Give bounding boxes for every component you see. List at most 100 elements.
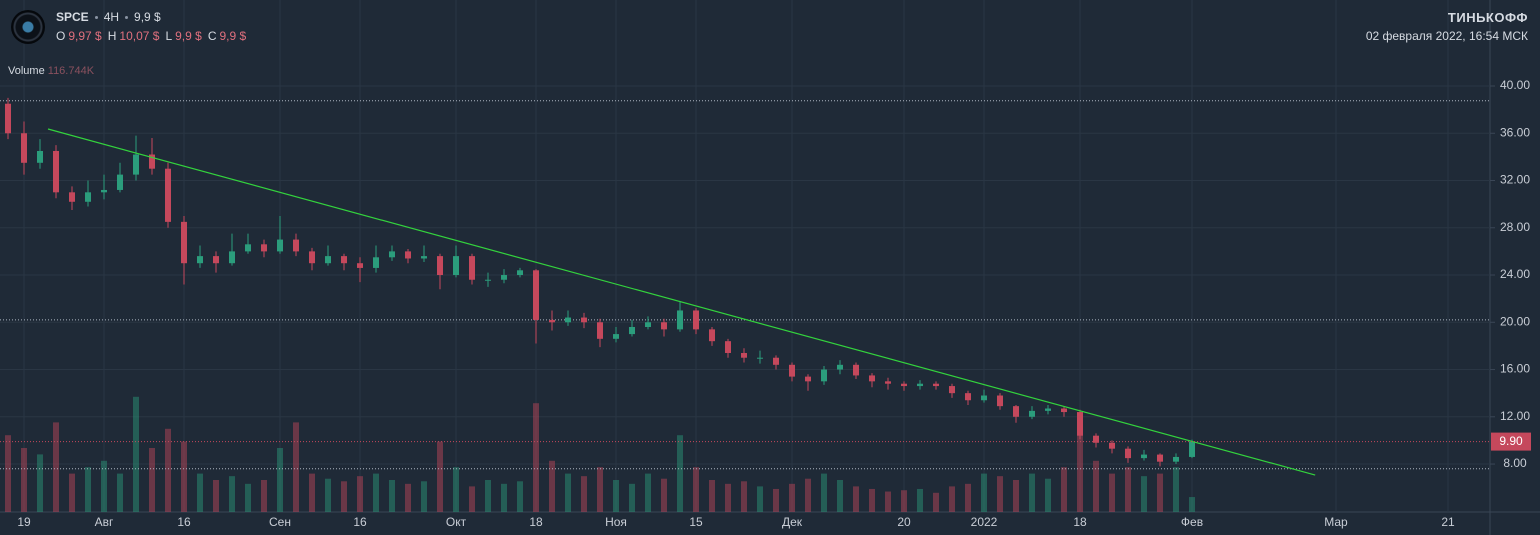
- volume-bar: [21, 448, 27, 512]
- ticker: SPCE: [56, 10, 89, 24]
- volume-bar: [5, 435, 11, 512]
- x-tick-label: 18: [1073, 515, 1087, 529]
- volume-bar: [197, 473, 203, 512]
- candle-body: [757, 357, 763, 359]
- candle-body: [309, 251, 315, 264]
- volume-legend: Volume 116.744K: [8, 65, 94, 77]
- candle-body: [421, 256, 427, 259]
- volume-bar: [37, 454, 43, 512]
- candle-body: [677, 310, 683, 330]
- candle-body: [1093, 435, 1099, 443]
- candle-body: [709, 329, 715, 342]
- volume-bar: [309, 473, 315, 512]
- candle-body: [245, 244, 251, 252]
- y-tick-label: 36.00: [1500, 125, 1530, 139]
- ticker-row: SPCE 4H 9,9 $: [56, 10, 161, 24]
- candle-body: [341, 256, 347, 264]
- x-tick-label: 15: [689, 515, 703, 529]
- candle-body: [133, 154, 139, 175]
- x-tick-label: 20: [897, 515, 911, 529]
- volume-bar: [165, 428, 171, 512]
- ohlc-value: 10,07 $: [119, 29, 160, 43]
- volume-bar: [629, 483, 635, 512]
- candle-body: [901, 383, 907, 387]
- candle-body: [165, 168, 171, 222]
- candle-body: [997, 395, 1003, 407]
- candle-body: [613, 334, 619, 339]
- x-tick-label: Мар: [1324, 515, 1348, 529]
- volume-bar: [101, 460, 107, 512]
- volume-bar: [293, 422, 299, 512]
- candle-body: [1173, 456, 1179, 462]
- volume-bar: [1157, 473, 1163, 512]
- volume-bar: [245, 483, 251, 512]
- candle-body: [117, 174, 123, 190]
- candle-body: [453, 256, 459, 276]
- volume-bar: [469, 486, 475, 512]
- volume-bar: [1141, 476, 1147, 512]
- ohlc-label: O: [56, 29, 66, 43]
- candle-body: [1061, 408, 1067, 413]
- volume-bar: [805, 478, 811, 512]
- volume-bar: [85, 467, 91, 512]
- x-tick-label: Окт: [446, 515, 467, 529]
- candle-body: [101, 189, 107, 193]
- candle-body: [869, 375, 875, 382]
- volume-bar: [485, 480, 491, 512]
- candle-body: [853, 364, 859, 376]
- volume-bar: [405, 483, 411, 512]
- volume-bar: [69, 473, 75, 512]
- candle-body: [661, 322, 667, 330]
- volume-bar: [1077, 422, 1083, 512]
- y-tick-label: 40.00: [1500, 78, 1530, 92]
- candle-body: [597, 322, 603, 339]
- volume-bar: [53, 422, 59, 512]
- volume-bar: [1013, 480, 1019, 512]
- candle-body: [917, 383, 923, 387]
- volume-bar: [117, 473, 123, 512]
- volume-bar: [421, 481, 427, 512]
- volume-bar: [549, 460, 555, 512]
- volume-bar: [1109, 473, 1115, 512]
- ohlc-label: L: [165, 29, 173, 43]
- datetime: 02 февраля 2022, 16:54 МСК: [1365, 29, 1528, 43]
- candle-body: [629, 326, 635, 335]
- volume-bar: [213, 480, 219, 512]
- candle-body: [437, 256, 443, 276]
- candle-body: [517, 270, 523, 276]
- candle-body: [773, 357, 779, 365]
- candle-body: [1029, 410, 1035, 417]
- volume-bar: [1093, 460, 1099, 512]
- price: 9,9 $: [134, 10, 161, 24]
- volume-bar: [789, 483, 795, 512]
- candle-body: [149, 154, 155, 169]
- volume-bar: [533, 403, 539, 512]
- volume-bar: [613, 480, 619, 512]
- volume-bar: [325, 478, 331, 512]
- volume-bar: [1125, 467, 1131, 512]
- candle-body: [373, 257, 379, 268]
- x-tick-label: 16: [177, 515, 191, 529]
- volume-bar: [357, 476, 363, 512]
- x-tick-label: Сен: [269, 515, 291, 529]
- volume-bar: [181, 441, 187, 512]
- x-tick-label: Ноя: [605, 515, 627, 529]
- volume-bar: [693, 467, 699, 512]
- volume-bar: [437, 441, 443, 512]
- volume-bar: [581, 476, 587, 512]
- volume-bar: [837, 480, 843, 512]
- ohlc-value: 9,9 $: [219, 29, 247, 43]
- candle-body: [581, 317, 587, 323]
- candle-body: [821, 369, 827, 382]
- volume-bar: [1045, 478, 1051, 512]
- candle-body: [1109, 442, 1115, 449]
- volume-bar: [981, 473, 987, 512]
- broker: ТИНЬКОФФ: [1447, 10, 1528, 25]
- volume-bar: [661, 478, 667, 512]
- volume-bar: [517, 481, 523, 512]
- x-tick-label: 19: [17, 515, 31, 529]
- ohlc-value: 9,9 $: [175, 29, 202, 43]
- candle-body: [293, 239, 299, 252]
- volume-bar: [933, 492, 939, 512]
